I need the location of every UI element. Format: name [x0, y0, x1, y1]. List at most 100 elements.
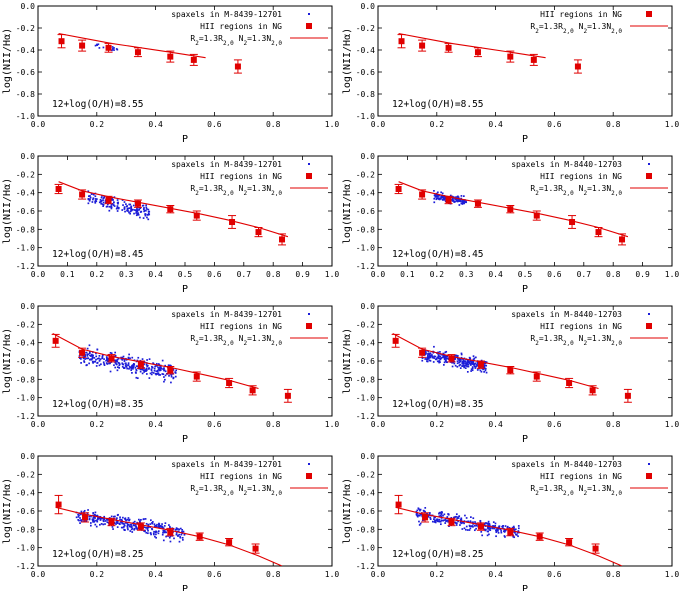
spaxel-point	[129, 530, 132, 532]
legend-subscript: 2	[583, 490, 587, 497]
spaxel-point	[127, 523, 130, 526]
spaxel-point	[464, 362, 467, 364]
spaxel-point	[181, 536, 184, 539]
spaxel-point	[116, 360, 119, 363]
spaxel-point	[163, 525, 166, 527]
spaxel-point	[473, 529, 476, 532]
spaxel-point	[485, 522, 487, 524]
spaxel-point	[90, 358, 93, 361]
spaxel-point	[86, 355, 89, 357]
spaxel-point	[430, 354, 433, 357]
hii-region-point	[474, 49, 481, 56]
spaxel-point	[461, 201, 464, 204]
legend-subscript: 2	[195, 40, 199, 47]
spaxel-point	[457, 516, 459, 519]
spaxel-point	[148, 213, 151, 216]
spaxel-point	[470, 525, 473, 527]
spaxel-point	[503, 530, 505, 533]
spaxel-point	[99, 199, 102, 201]
legend-hii-marker	[306, 173, 312, 179]
spaxel-point	[181, 538, 184, 541]
x-axis-label: P	[182, 434, 188, 445]
spaxel-point	[446, 516, 449, 518]
spaxel-point	[114, 354, 117, 357]
spaxel-point	[88, 344, 91, 347]
legend-hii-marker	[646, 11, 652, 17]
spaxel-point	[158, 522, 160, 525]
spaxel-point	[86, 347, 89, 350]
legend-hii-label: HII regions in NG	[540, 10, 622, 19]
spaxel-point	[460, 202, 463, 205]
y-axis-label: log(NII/Hα)	[2, 328, 13, 394]
spaxel-point	[175, 369, 178, 372]
spaxel-point	[125, 203, 127, 206]
spaxel-point	[455, 524, 458, 526]
spaxel-point	[484, 361, 487, 363]
x-tick-label: 0.2	[430, 570, 445, 579]
x-tick-label: 0.8	[606, 120, 621, 129]
hii-region-point	[279, 236, 286, 243]
panel-row3-left: 0.0 0.2 0.4 0.6 0.8 1.0 0.0 -0.2 -0.4 -0.6 -0.8 -1.…	[2, 302, 339, 445]
spaxel-point	[149, 372, 152, 375]
spaxel-point	[135, 365, 138, 368]
spaxel-point	[78, 355, 81, 357]
spaxel-point	[85, 364, 88, 367]
legend-model-label: R2=1.3R2,0 N2=1.3N2,0	[190, 334, 282, 347]
hii-region-point	[79, 191, 86, 198]
spaxel-point	[455, 515, 457, 518]
spaxel-point	[485, 371, 488, 374]
spaxel-point	[425, 358, 428, 361]
spaxel-point	[495, 535, 497, 538]
spaxel-point	[499, 528, 502, 531]
spaxel-point	[155, 370, 158, 373]
spaxel-point	[158, 368, 161, 371]
spaxel-point	[147, 529, 149, 532]
spaxel-point	[121, 365, 124, 368]
spaxel-point	[133, 212, 135, 215]
spaxel-point	[143, 363, 145, 366]
y-tick-label: -0.2	[356, 320, 375, 329]
spaxel-point	[92, 197, 95, 200]
y-tick-label: -0.4	[356, 339, 375, 348]
spaxel-point	[139, 207, 142, 209]
y-tick-label: 0.0	[361, 2, 376, 11]
spaxel-point	[121, 522, 124, 524]
spaxel-point	[157, 363, 160, 365]
spaxel-point	[146, 213, 149, 216]
spaxel-point	[126, 367, 129, 370]
legend: spaxels in M-8440-12703 HII regions in NG…	[511, 310, 668, 347]
spaxel-point	[94, 523, 97, 526]
spaxel-point	[151, 528, 154, 531]
x-tick-label: 0.0	[31, 120, 46, 129]
legend: spaxels in M-8439-12701 HII regions in NG…	[171, 460, 328, 497]
spaxel-point	[479, 520, 482, 522]
spaxel-point	[424, 358, 427, 360]
spaxel-point	[136, 377, 139, 380]
spaxel-point	[95, 365, 98, 367]
spaxel-point	[462, 358, 464, 361]
spaxel-point	[159, 374, 161, 376]
legend-model-label: R2=1.3R2,0 N2=1.3N2,0	[530, 484, 622, 497]
spaxel-point	[517, 527, 520, 530]
spaxel-point	[512, 525, 515, 528]
x-tick-label: 0.3	[119, 270, 134, 279]
spaxel-point	[134, 209, 137, 212]
hii-region-point	[507, 206, 514, 213]
spaxel-point	[451, 199, 454, 201]
y-tick-label: -0.2	[356, 470, 375, 479]
x-tick-label: 0.8	[606, 270, 621, 279]
spaxel-point	[136, 207, 138, 209]
spaxel-point	[479, 369, 482, 372]
spaxel-point	[97, 518, 99, 520]
hii-region-point	[419, 42, 426, 49]
spaxel-point	[438, 512, 440, 515]
spaxel-point	[131, 356, 134, 359]
spaxel-point	[426, 356, 428, 359]
spaxel-point	[102, 361, 105, 364]
spaxel-point	[163, 380, 165, 383]
hii-region-point	[445, 197, 452, 203]
spaxel-point	[87, 195, 90, 198]
spaxel-point	[141, 372, 144, 375]
y-tick-label: 0.0	[21, 152, 36, 161]
spaxel-point	[465, 517, 468, 519]
